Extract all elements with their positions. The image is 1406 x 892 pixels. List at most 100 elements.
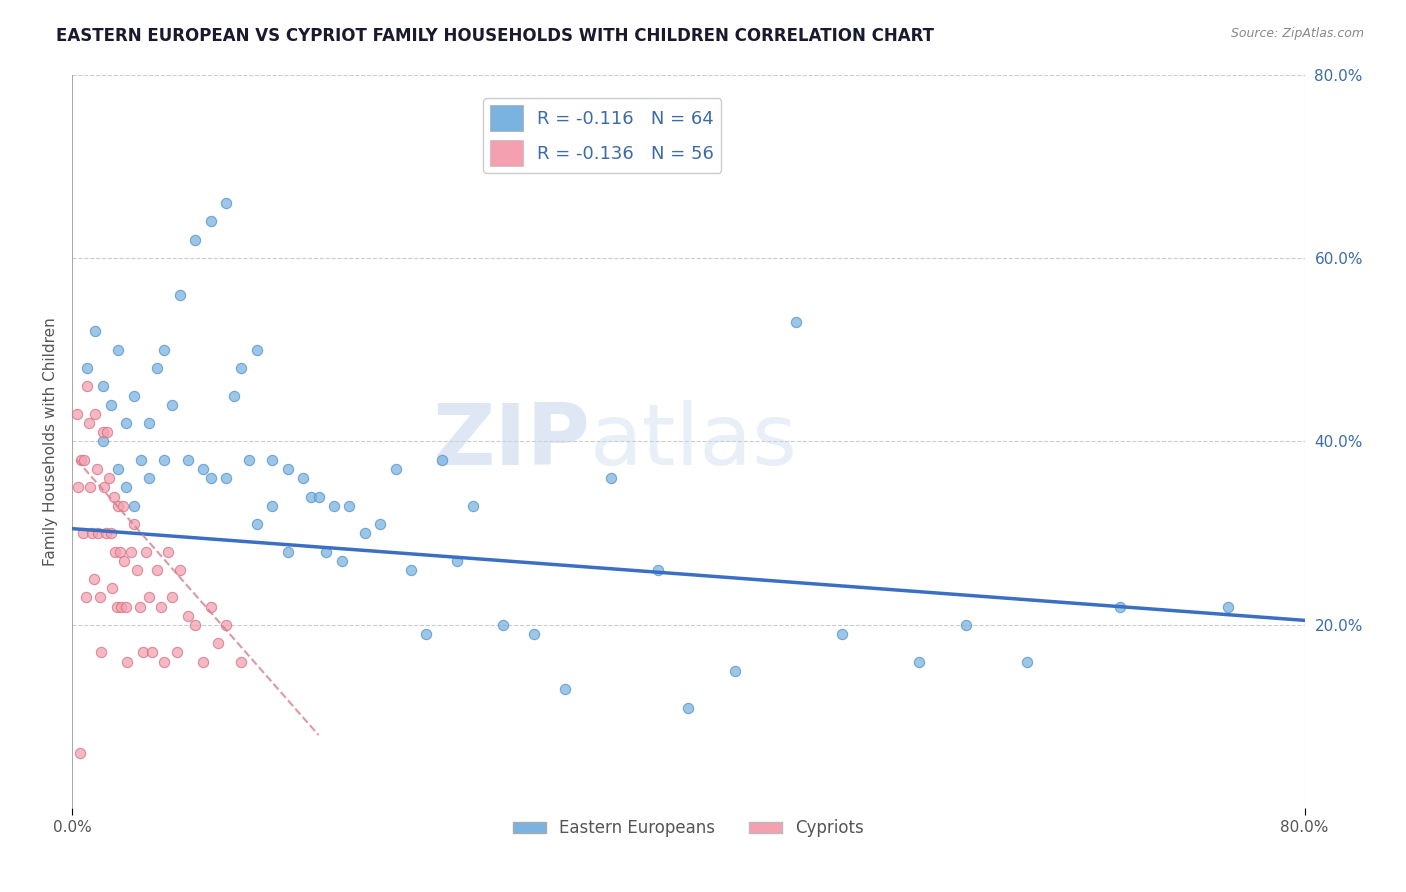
Point <box>215 618 238 632</box>
Text: EASTERN EUROPEAN VS CYPRIOT FAMILY HOUSEHOLDS WITH CHILDREN CORRELATION CHART: EASTERN EUROPEAN VS CYPRIOT FAMILY HOUSE… <box>56 27 934 45</box>
Point <box>103 490 125 504</box>
Point <box>399 563 422 577</box>
Point <box>66 407 89 421</box>
Point <box>76 361 98 376</box>
Point <box>145 361 167 376</box>
Point <box>1108 599 1130 614</box>
Point <box>207 636 229 650</box>
Point <box>150 599 173 614</box>
Point <box>122 389 145 403</box>
Point <box>107 462 129 476</box>
Point <box>153 343 176 357</box>
Point <box>160 591 183 605</box>
Point <box>238 453 260 467</box>
Point <box>246 343 269 357</box>
Point <box>69 747 91 761</box>
Point <box>90 645 112 659</box>
Point <box>77 416 100 430</box>
Point <box>115 599 138 614</box>
Point <box>262 499 284 513</box>
Point <box>72 526 94 541</box>
Point <box>98 471 121 485</box>
Point <box>132 645 155 659</box>
Point <box>415 627 437 641</box>
Point <box>107 499 129 513</box>
Point <box>87 526 110 541</box>
Point <box>337 499 360 513</box>
Point <box>215 471 238 485</box>
Point <box>135 544 157 558</box>
Point <box>384 462 406 476</box>
Point <box>89 591 111 605</box>
Point <box>908 655 931 669</box>
Point <box>100 526 122 541</box>
Point <box>122 499 145 513</box>
Point <box>200 471 222 485</box>
Point <box>128 599 150 614</box>
Point <box>299 490 322 504</box>
Point <box>80 526 103 541</box>
Point <box>131 453 153 467</box>
Point <box>231 361 253 376</box>
Point <box>330 554 353 568</box>
Legend: Eastern Europeans, Cypriots: Eastern Europeans, Cypriots <box>506 813 870 844</box>
Point <box>831 627 853 641</box>
Point <box>723 664 745 678</box>
Point <box>176 608 198 623</box>
Point <box>73 453 96 467</box>
Point <box>353 526 375 541</box>
Point <box>785 315 807 329</box>
Text: Source: ZipAtlas.com: Source: ZipAtlas.com <box>1230 27 1364 40</box>
Point <box>1216 599 1239 614</box>
Point <box>96 425 118 440</box>
Text: atlas: atlas <box>589 400 797 483</box>
Point <box>215 196 238 211</box>
Point <box>277 544 299 558</box>
Point <box>169 563 191 577</box>
Point <box>430 453 453 467</box>
Point <box>678 700 700 714</box>
Point <box>108 544 131 558</box>
Point <box>1017 655 1039 669</box>
Point <box>101 581 124 595</box>
Point <box>166 645 188 659</box>
Point <box>125 563 148 577</box>
Point <box>323 499 346 513</box>
Point <box>160 398 183 412</box>
Point <box>122 516 145 531</box>
Point <box>554 682 576 697</box>
Point <box>277 462 299 476</box>
Point <box>75 591 97 605</box>
Point <box>246 516 269 531</box>
Point <box>368 516 391 531</box>
Point <box>231 655 253 669</box>
Point <box>138 416 160 430</box>
Point <box>91 379 114 393</box>
Point <box>94 526 117 541</box>
Point <box>84 407 107 421</box>
Point <box>70 453 93 467</box>
Point <box>446 554 468 568</box>
Point <box>176 453 198 467</box>
Point <box>115 480 138 494</box>
Point <box>145 563 167 577</box>
Point <box>647 563 669 577</box>
Point <box>84 325 107 339</box>
Point <box>79 480 101 494</box>
Text: ZIP: ZIP <box>432 400 589 483</box>
Point <box>120 544 142 558</box>
Point <box>191 655 214 669</box>
Point <box>91 434 114 449</box>
Point <box>93 480 115 494</box>
Point <box>292 471 315 485</box>
Point <box>184 233 207 247</box>
Point <box>67 480 90 494</box>
Point <box>153 655 176 669</box>
Point <box>112 554 135 568</box>
Point <box>83 572 105 586</box>
Point <box>86 462 108 476</box>
Point <box>115 416 138 430</box>
Point <box>262 453 284 467</box>
Point <box>315 544 337 558</box>
Point <box>523 627 546 641</box>
